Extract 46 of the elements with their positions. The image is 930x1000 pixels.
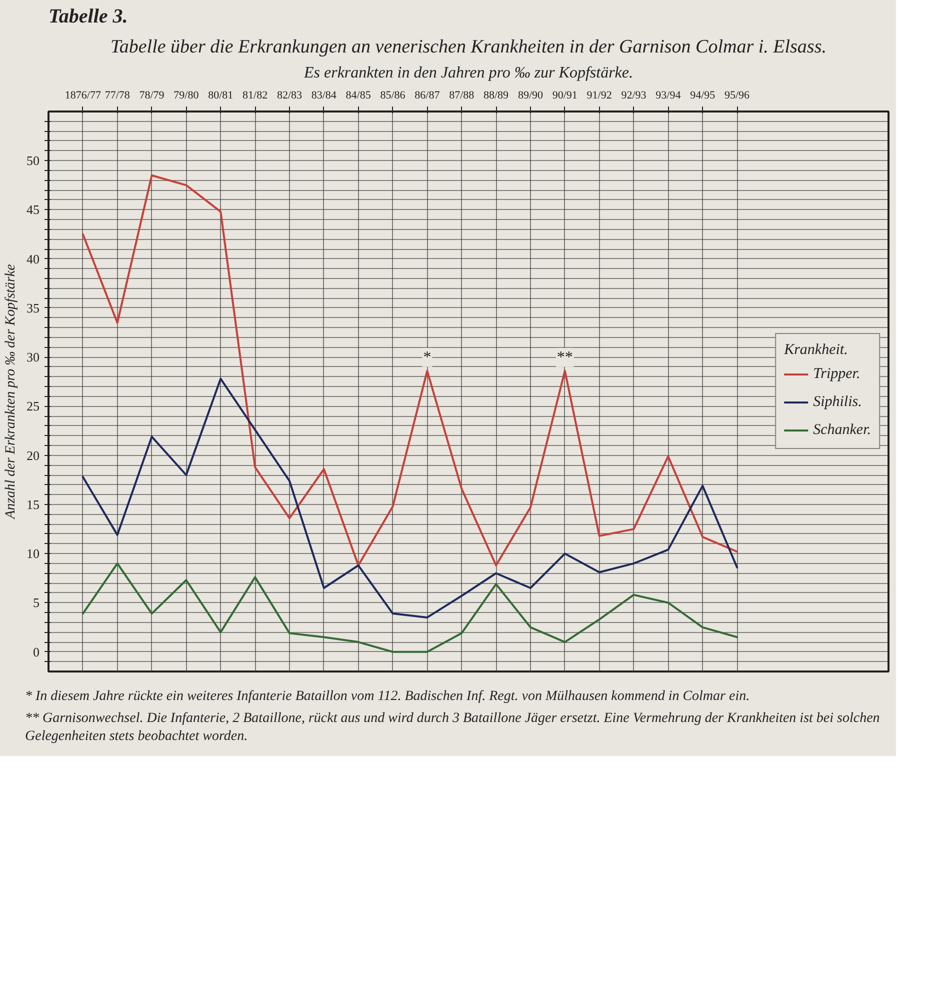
x-tick-label: 94/95 xyxy=(690,90,716,102)
x-tick-label: 78/79 xyxy=(139,90,165,102)
text: * In diesem Jahre rückte ein weiteres Infanterie Bataillon vom 112. Badischen Inf. Regt. von Mülhausen kommend in Colmar ein. xyxy=(25,688,751,706)
x-tick-label: 87/88 xyxy=(449,90,475,102)
x-axis-title: Es erkrankten in den Jahren pro ‰ zur Kopfstärke. xyxy=(303,64,634,82)
text: ** Garnisonwechsel. Die Infanterie, 2 Bataillone, rückt aus und wird durch 3 Bataillone Jäger ersetzt. Eine Vermehrung der Krankheiten ist bei solchen Gelegenheiten stets beobachtet worden. xyxy=(25,710,881,746)
x-tick-label: 90/91 xyxy=(552,90,578,102)
y-tick-label: 45 xyxy=(26,202,40,218)
y-tick-label: 25 xyxy=(26,398,40,414)
line-series xyxy=(82,562,738,653)
x-tick-label: 85/86 xyxy=(380,90,406,102)
legend-label: Tripper. xyxy=(813,366,860,382)
chart-subtitle: Tabelle über die Erkrankungen an venerischen Krankheiten in der Garnison Colmar i. Elsass. xyxy=(110,36,826,58)
x-tick-label: 95/96 xyxy=(724,90,750,102)
y-axis-title: Anzahl der Erkrankten pro ‰ der Kopfstärke xyxy=(4,264,18,520)
x-tick-label: 79/80 xyxy=(174,90,200,102)
legend-title: Krankheit. xyxy=(784,342,849,359)
x-tick-label: 81/82 xyxy=(242,90,268,102)
x-tick-label: 93/94 xyxy=(656,90,682,102)
x-tick-label: 91/92 xyxy=(586,90,612,102)
x-tick-label: 89/90 xyxy=(518,90,544,102)
x-tick-label: 82/83 xyxy=(276,90,303,102)
y-tick-label: 15 xyxy=(26,496,40,512)
x-tick-label: 92/93 xyxy=(621,90,647,102)
annotation: ** xyxy=(556,348,573,366)
x-tick-label: 86/87 xyxy=(414,90,440,102)
y-tick-label: 30 xyxy=(26,350,40,365)
annotation: * xyxy=(423,348,432,366)
x-tick-label: 88/89 xyxy=(484,90,510,102)
line-series xyxy=(82,174,738,566)
legend-label: Schanker. xyxy=(813,422,871,438)
x-tick-label: 84/85 xyxy=(346,90,372,102)
legend-label: Siphilis. xyxy=(813,394,862,410)
y-tick-label: 5 xyxy=(33,595,40,610)
x-tick-label: 77/78 xyxy=(104,90,130,102)
line-series xyxy=(82,378,738,618)
chart-title: Tabelle 3. xyxy=(48,6,128,28)
y-tick-label: 0 xyxy=(33,644,40,660)
x-tick-label: 83/84 xyxy=(311,90,337,102)
y-tick-label: 40 xyxy=(26,251,40,266)
x-tick-label: 80/81 xyxy=(208,90,234,102)
y-tick-label: 35 xyxy=(26,300,40,316)
y-tick-label: 50 xyxy=(26,153,40,168)
y-tick-label: 10 xyxy=(26,546,40,562)
x-tick-label: 1876/77 xyxy=(64,90,102,102)
y-tick-label: 20 xyxy=(26,448,40,463)
